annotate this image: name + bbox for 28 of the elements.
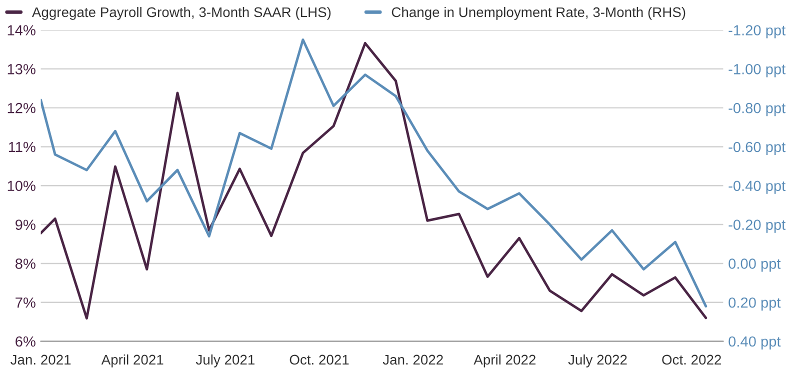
y2-tick-label: -1.20 ppt [728, 25, 786, 38]
y-tick-label: 7% [16, 298, 36, 308]
legend-label: Change in Unemployment Rate, 3-Month (RHS) [392, 6, 686, 20]
y2-tick-label: -0.80 ppt [728, 102, 786, 116]
y-tick-label: 9% [16, 220, 36, 230]
x-tick-label: Jan. 2021 [10, 354, 71, 365]
legend-label: Aggregate Payroll Growth, 3-Month SAAR (LHS) [32, 6, 331, 20]
x-tick-label: July 2021 [196, 354, 254, 368]
y2-tick-label: -0.40 ppt [728, 180, 786, 194]
x-tick-label: Jan. 2022 [382, 354, 443, 365]
y2-tick-label: -1.00 ppt [728, 64, 786, 78]
y-tick-label: 8% [15, 258, 36, 269]
y-tick-label: 11% [8, 142, 36, 152]
y-tick-label: 14% [8, 25, 36, 36]
y2-tick-label: 0.20 ppt [728, 297, 781, 311]
y2-tick-label: -0.20 ppt [728, 220, 786, 233]
y-tick-label: 13% [8, 64, 36, 74]
y2-tick-label: -0.60 ppt [728, 142, 786, 156]
x-tick-label: April 2022 [474, 354, 536, 368]
y2-tick-label: 0.40 ppt [728, 336, 781, 350]
x-tick-label: July 2022 [568, 354, 627, 368]
x-tick-label: Oct. 2022 [662, 354, 721, 365]
y-tick-label: 6% [16, 336, 36, 347]
x-tick-label: Oct. 2021 [290, 354, 349, 365]
x-tick-label: April 2021 [101, 354, 164, 368]
y-tick-label: 12% [8, 102, 36, 114]
y2-tick-label: 0.00 ppt [728, 258, 781, 272]
y-tick-label: 10% [8, 180, 36, 192]
